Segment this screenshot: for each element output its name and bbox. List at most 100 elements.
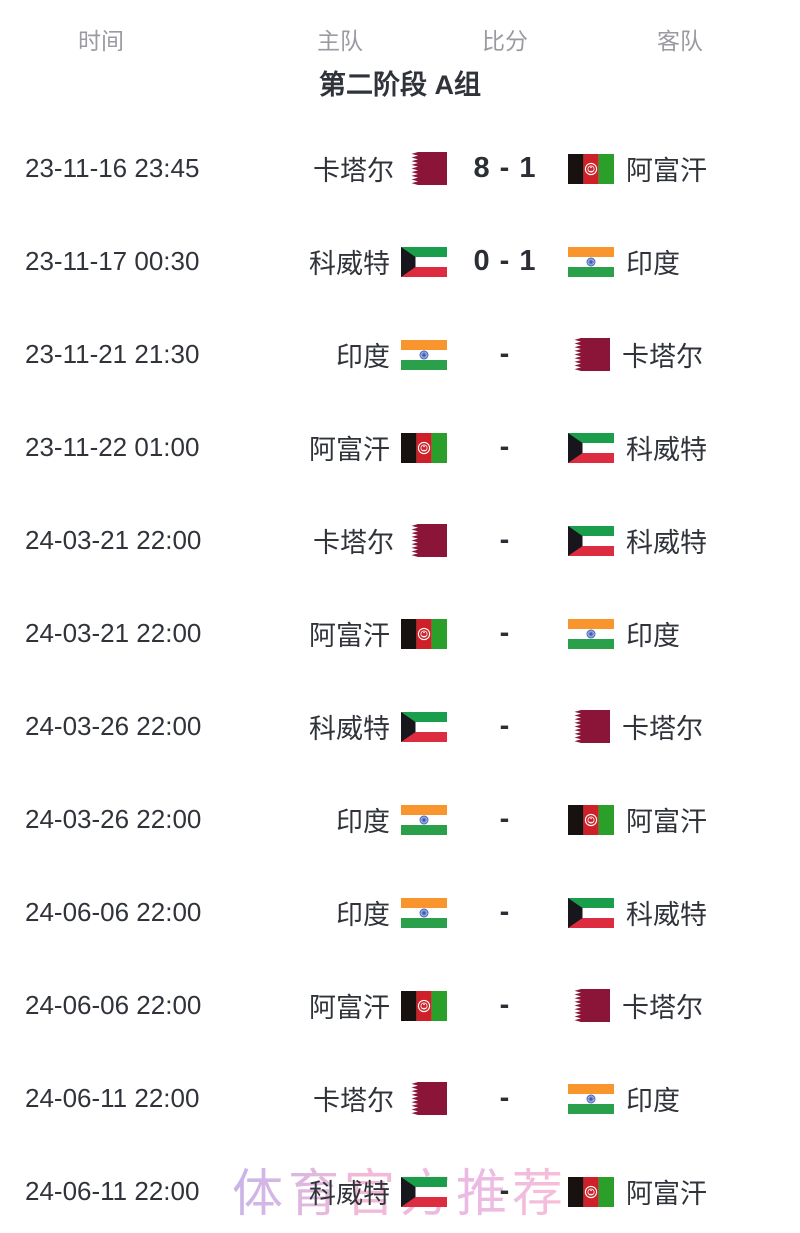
away-team-cell: 印度 bbox=[560, 614, 800, 653]
home-team-name: 印度 bbox=[336, 900, 390, 930]
home-team-name: 卡塔尔 bbox=[313, 156, 394, 186]
home-team-name: 科威特 bbox=[309, 714, 390, 744]
india-flag-icon bbox=[401, 339, 447, 370]
qatar-flag-icon bbox=[568, 989, 610, 1022]
afghanistan-flag-icon bbox=[401, 618, 447, 649]
home-team-cell: 科威特 bbox=[230, 242, 450, 281]
column-header-score: 比分 bbox=[482, 28, 528, 54]
home-team-name: 卡塔尔 bbox=[313, 528, 394, 558]
home-team-name: 阿富汗 bbox=[309, 435, 390, 465]
match-score: - bbox=[499, 617, 511, 649]
match-time: 23-11-17 00:30 bbox=[25, 246, 200, 276]
away-team-cell: 科威特 bbox=[560, 521, 800, 560]
match-time: 24-03-21 22:00 bbox=[25, 525, 202, 555]
away-team-cell: 阿富汗 bbox=[560, 1172, 800, 1211]
home-team-name: 卡塔尔 bbox=[313, 1086, 394, 1116]
away-team-name: 科威特 bbox=[626, 435, 707, 465]
india-flag-icon bbox=[568, 618, 614, 649]
match-time: 24-06-06 22:00 bbox=[25, 990, 202, 1020]
home-team-cell: 卡塔尔 bbox=[230, 521, 450, 560]
match-time: 24-03-26 22:00 bbox=[25, 804, 202, 834]
match-score: - bbox=[499, 1082, 511, 1114]
kuwait-flag-icon bbox=[401, 711, 447, 742]
match-score: - bbox=[499, 803, 511, 835]
match-time: 24-06-06 22:00 bbox=[25, 897, 202, 927]
afghanistan-flag-icon bbox=[568, 153, 614, 184]
match-row: 24-06-06 22:00 印度 - 科威特 bbox=[0, 866, 800, 959]
home-team-cell: 阿富汗 bbox=[230, 986, 450, 1025]
match-score: - bbox=[499, 710, 511, 742]
india-flag-icon bbox=[401, 897, 447, 928]
away-team-name: 科威特 bbox=[626, 528, 707, 558]
home-team-cell: 卡塔尔 bbox=[230, 1079, 450, 1118]
away-team-cell: 印度 bbox=[560, 242, 800, 281]
away-team-name: 印度 bbox=[626, 621, 680, 651]
away-team-name: 印度 bbox=[626, 249, 680, 279]
home-team-cell: 印度 bbox=[230, 800, 450, 839]
match-list: 23-11-16 23:45 卡塔尔 8 - 1 阿富汗 23-11-17 00… bbox=[0, 122, 800, 1233]
match-score: - bbox=[499, 524, 511, 556]
away-team-name: 卡塔尔 bbox=[622, 714, 703, 744]
match-row: 24-03-21 22:00 卡塔尔 - 科威特 bbox=[0, 494, 800, 587]
match-row: 24-03-26 22:00 印度 - 阿富汗 bbox=[0, 773, 800, 866]
kuwait-flag-icon bbox=[568, 432, 614, 463]
match-score: - bbox=[499, 1175, 511, 1207]
match-time: 24-03-21 22:00 bbox=[25, 618, 202, 648]
away-team-cell: 阿富汗 bbox=[560, 800, 800, 839]
home-team-cell: 科威特 bbox=[230, 707, 450, 746]
home-team-cell: 印度 bbox=[230, 893, 450, 932]
kuwait-flag-icon bbox=[568, 525, 614, 556]
match-row: 24-03-21 22:00 阿富汗 - 印度 bbox=[0, 587, 800, 680]
kuwait-flag-icon bbox=[568, 897, 614, 928]
column-header-time: 时间 bbox=[78, 28, 124, 54]
match-row: 24-06-06 22:00 阿富汗 - 卡塔尔 bbox=[0, 959, 800, 1052]
home-team-cell: 科威特 bbox=[230, 1172, 450, 1211]
home-team-name: 阿富汗 bbox=[309, 993, 390, 1023]
qatar-flag-icon bbox=[405, 524, 447, 557]
match-row: 24-03-26 22:00 科威特 - 卡塔尔 bbox=[0, 680, 800, 773]
match-score: - bbox=[499, 431, 511, 463]
home-team-name: 科威特 bbox=[309, 249, 390, 279]
away-team-cell: 印度 bbox=[560, 1079, 800, 1118]
away-team-name: 阿富汗 bbox=[626, 156, 707, 186]
away-team-name: 印度 bbox=[626, 1086, 680, 1116]
india-flag-icon bbox=[568, 246, 614, 277]
match-time: 24-06-11 22:00 bbox=[25, 1083, 200, 1113]
match-row: 23-11-16 23:45 卡塔尔 8 - 1 阿富汗 bbox=[0, 122, 800, 215]
afghanistan-flag-icon bbox=[568, 804, 614, 835]
match-score: 0 - 1 bbox=[473, 245, 537, 277]
match-score: - bbox=[499, 989, 511, 1021]
match-row: 24-06-11 22:00 科威特 - 阿富汗 bbox=[0, 1145, 800, 1233]
match-row: 23-11-21 21:30 印度 - 卡塔尔 bbox=[0, 308, 800, 401]
column-header-home: 主队 bbox=[317, 28, 363, 54]
match-time: 23-11-22 01:00 bbox=[25, 432, 200, 462]
away-team-cell: 卡塔尔 bbox=[560, 986, 800, 1025]
home-team-cell: 阿富汗 bbox=[230, 428, 450, 467]
match-row: 23-11-17 00:30 科威特 0 - 1 印度 bbox=[0, 215, 800, 308]
qatar-flag-icon bbox=[405, 1082, 447, 1115]
home-team-name: 印度 bbox=[336, 342, 390, 372]
away-team-name: 卡塔尔 bbox=[622, 993, 703, 1023]
afghanistan-flag-icon bbox=[568, 1176, 614, 1207]
away-team-name: 阿富汗 bbox=[626, 807, 707, 837]
home-team-cell: 卡塔尔 bbox=[230, 149, 450, 188]
kuwait-flag-icon bbox=[401, 246, 447, 277]
home-team-name: 印度 bbox=[336, 807, 390, 837]
qatar-flag-icon bbox=[568, 710, 610, 743]
table-header: 时间 主队 比分 客队 bbox=[0, 0, 800, 62]
away-team-name: 卡塔尔 bbox=[622, 342, 703, 372]
qatar-flag-icon bbox=[568, 338, 610, 371]
match-score: 8 - 1 bbox=[473, 152, 537, 184]
match-time: 24-03-26 22:00 bbox=[25, 711, 202, 741]
match-time: 24-06-11 22:00 bbox=[25, 1176, 200, 1206]
match-row: 23-11-22 01:00 阿富汗 - 科威特 bbox=[0, 401, 800, 494]
match-score: - bbox=[499, 896, 511, 928]
group-title: 第二阶段 A组 bbox=[319, 70, 481, 100]
afghanistan-flag-icon bbox=[401, 990, 447, 1021]
away-team-cell: 卡塔尔 bbox=[560, 707, 800, 746]
away-team-cell: 科威特 bbox=[560, 893, 800, 932]
home-team-cell: 印度 bbox=[230, 335, 450, 374]
qatar-flag-icon bbox=[405, 152, 447, 185]
home-team-name: 科威特 bbox=[309, 1179, 390, 1209]
afghanistan-flag-icon bbox=[401, 432, 447, 463]
